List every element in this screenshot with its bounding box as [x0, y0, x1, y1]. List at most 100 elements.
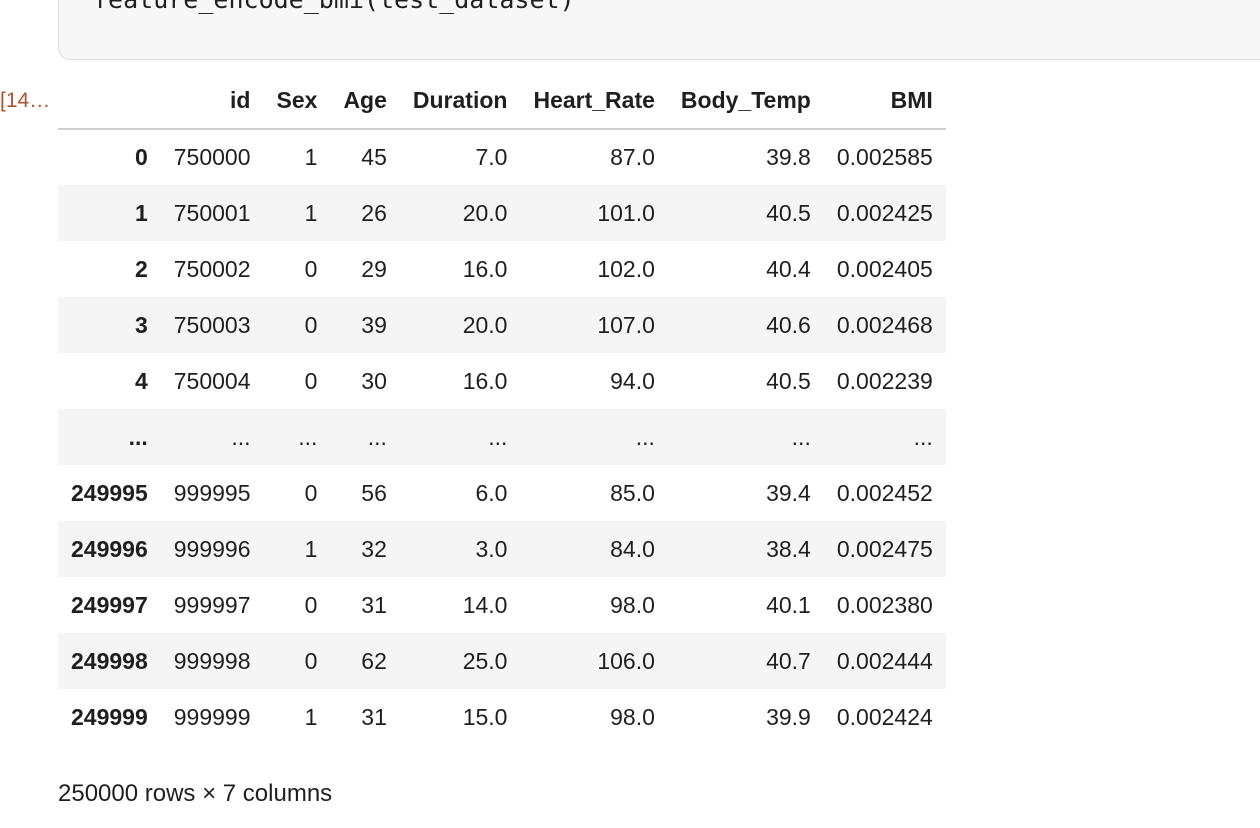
table-cell: 1 — [304, 535, 318, 562]
table-cell: 750002 — [173, 255, 251, 282]
column-header-heart-rate: Heart_Rate — [520, 73, 668, 130]
table-cell: 87.0 — [610, 144, 655, 170]
table-cell: 0.002452 — [836, 479, 933, 506]
column-header-id: id — [160, 73, 264, 130]
table-row: 249998 999998 0 62 25.0 106.0 40.7 0.002444 — [58, 633, 946, 689]
table-cell: ... — [298, 423, 318, 450]
table-cell: 750001 — [173, 199, 251, 226]
table-cell: 98.0 — [610, 703, 655, 730]
execution-count: [14… — [0, 89, 51, 112]
table-cell: 39.4 — [766, 479, 811, 506]
table-cell: 40.4 — [766, 255, 811, 282]
table-row: 249996 999996 1 32 3.0 84.0 38.4 0.002475 — [58, 521, 946, 577]
table-cell: 26 — [361, 199, 387, 226]
row-index: 0 — [134, 144, 148, 170]
table-cell: 0.002468 — [836, 311, 933, 338]
table-cell: 56 — [361, 479, 387, 506]
table-cell: 999997 — [173, 591, 251, 618]
table-cell: 0.002239 — [836, 367, 933, 394]
table-cell: 0 — [304, 255, 318, 282]
table-cell: ... — [913, 423, 933, 450]
table-cell: 45 — [361, 144, 387, 170]
table-row: ........................ — [58, 409, 946, 465]
table-cell: 31 — [361, 591, 387, 618]
table-cell: 106.0 — [597, 647, 655, 674]
dataframe-table: id Sex Age Duration Heart_Rate Body_Temp BMI 0… — [58, 73, 946, 745]
table-row: 4 750004 0 30 16.0 94.0 40.5 0.002239 — [58, 353, 946, 409]
table-cell: 29 — [361, 255, 387, 282]
table-cell: 94.0 — [610, 367, 655, 394]
table-cell: ... — [791, 423, 811, 450]
table-cell: 6.0 — [475, 479, 508, 506]
table-cell: 999999 — [173, 703, 251, 730]
table-cell: 1 — [304, 199, 318, 226]
row-index: 249999 — [71, 703, 148, 730]
table-cell: 20.0 — [462, 199, 508, 226]
row-index: 3 — [134, 311, 148, 338]
column-header-bmi: BMI — [823, 73, 946, 130]
table-cell: 750004 — [173, 367, 251, 394]
table-cell: 38.4 — [766, 535, 811, 562]
table-cell: 7.0 — [475, 144, 508, 170]
table-cell: 40.6 — [766, 311, 811, 338]
column-header-sex: Sex — [263, 73, 331, 130]
table-cell: 39.9 — [766, 703, 811, 730]
table-cell: 101.0 — [597, 199, 655, 226]
table-cell: 0 — [304, 591, 318, 618]
table-cell: 999995 — [173, 479, 251, 506]
row-index: 249997 — [71, 591, 148, 618]
table-cell: 84.0 — [610, 535, 655, 562]
row-index: 249996 — [71, 535, 148, 562]
table-cell: 40.7 — [766, 647, 811, 674]
table-cell: 14.0 — [462, 591, 508, 618]
row-index: 249995 — [71, 479, 148, 506]
table-cell: 0 — [304, 647, 318, 674]
table-cell: 750003 — [173, 311, 251, 338]
table-cell: 0.002405 — [836, 255, 933, 282]
table-cell: ... — [635, 423, 655, 450]
table-cell: 107.0 — [597, 311, 655, 338]
table-summary: 250000 rows × 7 columns — [58, 780, 333, 807]
table-row: 249997 999997 0 31 14.0 98.0 40.1 0.002380 — [58, 577, 946, 633]
row-index: 4 — [134, 367, 148, 394]
table-body: 0 750000 1 45 7.0 87.0 39.8 0.002585 1 750001 1 26 2… — [58, 129, 946, 745]
table-cell: 40.5 — [766, 367, 811, 394]
table-row: 249999 999999 1 31 15.0 98.0 39.9 0.002424 — [58, 689, 946, 745]
table-cell: 0 — [304, 367, 318, 394]
table-cell: 62 — [361, 647, 387, 674]
table-cell: 31 — [361, 703, 387, 730]
table-cell: 16.0 — [462, 367, 508, 394]
table-cell: 0.002475 — [836, 535, 933, 562]
table-cell: 15.0 — [462, 703, 508, 730]
table-cell: 0.002585 — [836, 144, 933, 170]
row-index: 249998 — [71, 647, 148, 674]
table-cell: 0.002380 — [836, 591, 933, 618]
table-cell: 0.002424 — [836, 703, 933, 730]
row-index: 2 — [134, 255, 148, 282]
column-header-duration: Duration — [399, 73, 521, 130]
table-row: 1 750001 1 26 20.0 101.0 40.5 0.002425 — [58, 185, 946, 241]
table-cell: ... — [367, 423, 387, 450]
table-cell: ... — [488, 423, 508, 450]
column-header-body-temp: Body_Temp — [667, 73, 824, 130]
code-text[interactable]: feature_encode_bmi(test_dataset) — [93, 0, 575, 19]
table-cell: 98.0 — [610, 591, 655, 618]
table-cell: ... — [231, 423, 251, 450]
table-row: 3 750003 0 39 20.0 107.0 40.6 0.002468 — [58, 297, 946, 353]
column-header-index — [58, 73, 161, 130]
row-index: ... — [128, 423, 148, 450]
table-cell: 750000 — [173, 144, 251, 170]
table-cell: 39 — [361, 311, 387, 338]
table-cell: 20.0 — [462, 311, 508, 338]
table-cell: 16.0 — [462, 255, 508, 282]
table-cell: 0.002425 — [836, 199, 933, 226]
table-cell: 0.002444 — [836, 647, 933, 674]
table-cell: 999996 — [173, 535, 251, 562]
table-cell: 30 — [361, 367, 387, 394]
table-cell: 39.8 — [766, 144, 811, 170]
table-cell: 32 — [361, 535, 387, 562]
table-cell: 85.0 — [610, 479, 655, 506]
table-header: id Sex Age Duration Heart_Rate Body_Temp BMI — [58, 73, 946, 130]
table-cell: 3.0 — [475, 535, 508, 562]
code-cell[interactable]: feature_encode_bmi(test_dataset) — [58, 0, 1260, 60]
